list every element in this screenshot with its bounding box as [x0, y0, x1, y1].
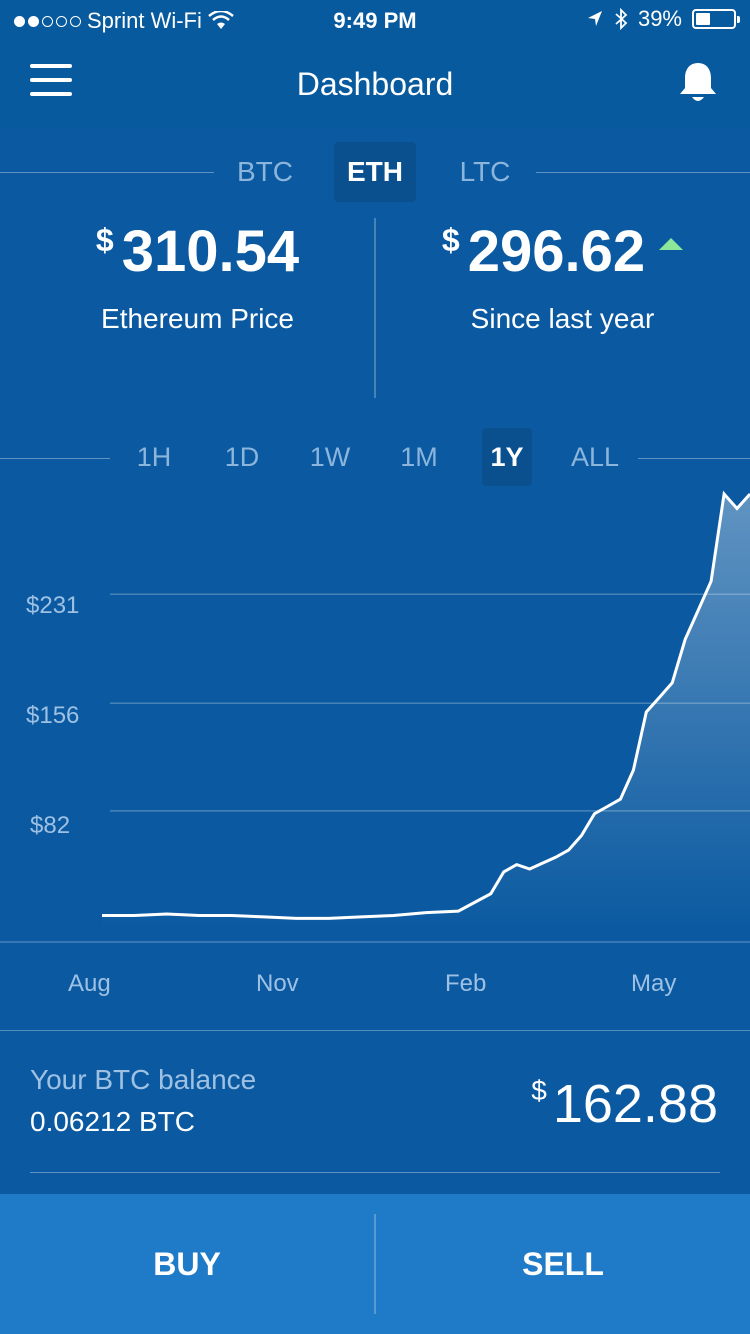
signal-strength-icon: [14, 15, 81, 27]
balance-separator: [0, 1030, 750, 1031]
battery-nub: [737, 16, 740, 23]
balance-usd-value: $162.88: [531, 1073, 718, 1135]
range-1d[interactable]: 1D: [224, 442, 260, 472]
range-1h[interactable]: 1H: [136, 442, 172, 472]
y-tick-label: $82: [30, 812, 71, 839]
price-divider: [374, 218, 376, 398]
status-bar: Sprint Wi-Fi 9:49 PM 39%: [0, 0, 750, 40]
x-tick-label: Nov: [256, 970, 299, 997]
y-tick-label: $231: [26, 592, 80, 619]
current-price-block: $310.54 Ethereum Price: [10, 218, 385, 398]
chart-area: [102, 494, 750, 930]
y-tick-label: $156: [26, 702, 80, 729]
status-right: 39%: [586, 6, 740, 32]
tab-btc[interactable]: BTC: [237, 156, 293, 187]
currency-symbol: $: [95, 222, 114, 258]
range-divider-left: [0, 458, 110, 459]
balance-divider: [30, 1172, 720, 1173]
bluetooth-icon: [615, 8, 628, 30]
price-change: $296.62: [441, 218, 684, 285]
wifi-icon: [208, 11, 234, 29]
price-change-value: 296.62: [467, 219, 646, 284]
x-tick-label: Aug: [68, 970, 111, 997]
current-price-label: Ethereum Price: [101, 303, 294, 334]
x-tick-label: Feb: [445, 970, 487, 997]
buy-button[interactable]: BUY: [153, 1246, 221, 1282]
tab-divider-left: [0, 172, 214, 173]
tab-divider-right: [536, 172, 750, 173]
signal-dot: [42, 15, 53, 27]
range-1m[interactable]: 1M: [400, 442, 438, 472]
signal-dot: [28, 15, 39, 27]
page-title: Dashboard: [296, 66, 454, 102]
current-price-value: 310.54: [121, 219, 300, 284]
action-divider: [374, 1214, 376, 1314]
time-range-selector: 1H 1D 1W 1M 1Y ALL: [0, 428, 750, 488]
current-price: $310.54: [96, 218, 299, 285]
balance-btc-amount: 0.06212 BTC: [30, 1106, 195, 1137]
range-all[interactable]: ALL: [570, 442, 620, 472]
action-bar: BUY SELL: [0, 1194, 750, 1334]
price-chart: [0, 490, 750, 943]
tab-ltc[interactable]: LTC: [459, 156, 511, 187]
price-change-block: $296.62 Since last year: [375, 218, 750, 398]
signal-dot: [14, 15, 25, 27]
currency-symbol: $: [441, 222, 460, 258]
hamburger-menu-icon[interactable]: [30, 64, 76, 104]
chart-line: [102, 490, 750, 920]
currency-symbol: $: [531, 1075, 547, 1106]
status-left: Sprint Wi-Fi: [14, 8, 234, 34]
range-1w[interactable]: 1W: [309, 442, 351, 472]
battery-percent: 39%: [637, 6, 682, 31]
signal-dot: [70, 15, 81, 27]
price-change-label: Since last year: [470, 303, 655, 334]
currency-tabs: BTC ETH LTC: [0, 142, 750, 202]
up-arrow-icon: [659, 237, 684, 250]
battery-icon: [692, 9, 740, 29]
range-divider-right: [638, 458, 750, 459]
signal-dot: [56, 15, 67, 27]
sell-button[interactable]: SELL: [522, 1246, 604, 1282]
balance-title: Your BTC balance: [30, 1064, 257, 1095]
battery-level-fill: [696, 13, 711, 25]
bell-icon[interactable]: [676, 60, 720, 106]
x-tick-label: May: [631, 970, 677, 997]
carrier-name: Sprint Wi-Fi: [87, 8, 202, 33]
main-content: BTC ETH LTC $310.54 Ethereum Price $296.…: [0, 128, 750, 1194]
location-arrow-icon: [587, 11, 602, 26]
range-1y[interactable]: 1Y: [482, 428, 532, 486]
tab-eth[interactable]: ETH: [334, 142, 416, 202]
balance-usd-number: 162.88: [552, 1074, 718, 1134]
navigation-bar: Dashboard: [0, 40, 750, 128]
status-time: 9:49 PM: [333, 8, 417, 33]
